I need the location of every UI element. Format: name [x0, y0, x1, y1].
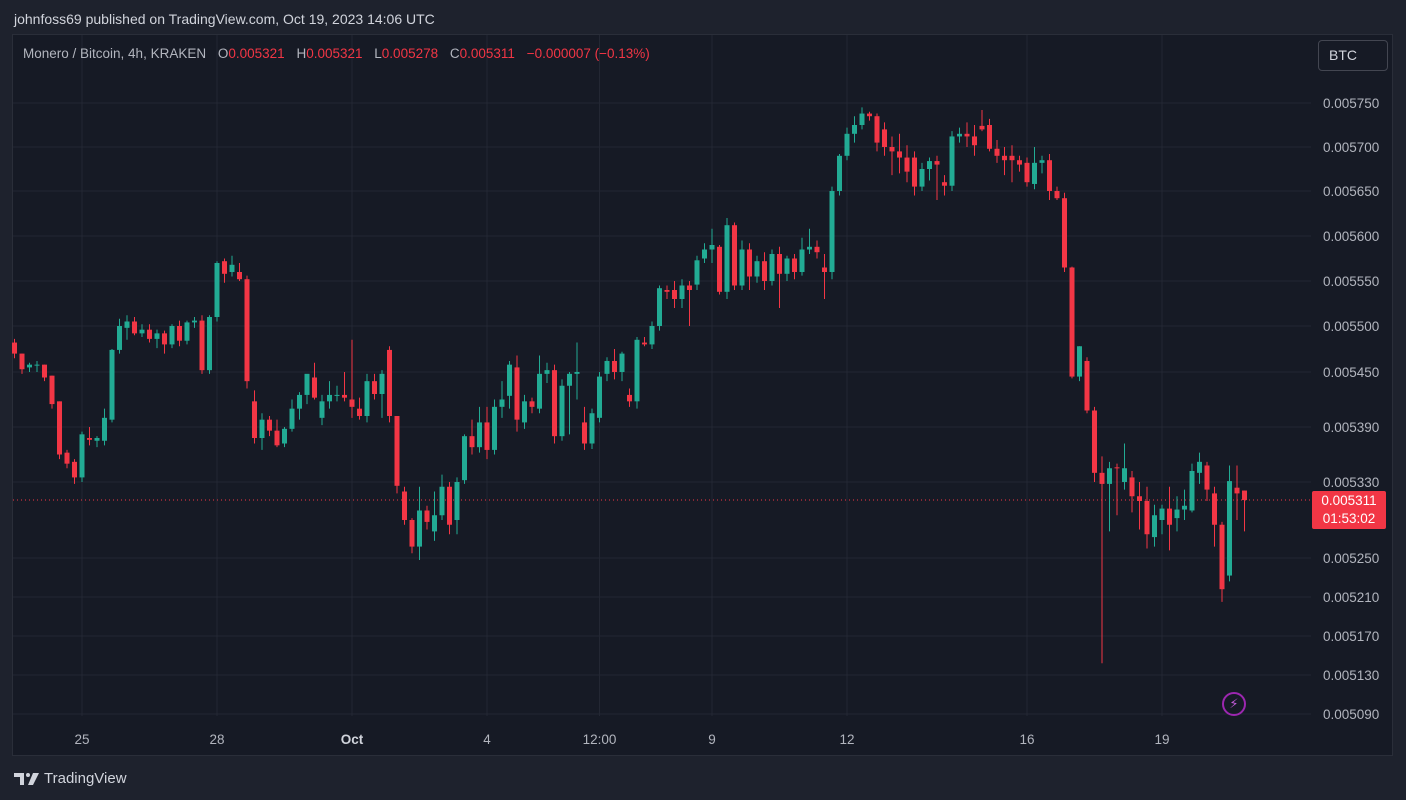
open-value: 0.005321: [228, 46, 285, 61]
high-label: H: [296, 46, 307, 61]
low-value: 0.005278: [381, 46, 439, 61]
last-price-tag: 0.005311 01:53:02: [1312, 491, 1386, 529]
change-value: −0.000007 (−0.13%): [526, 46, 650, 61]
open-label: O: [217, 46, 229, 61]
currency-button[interactable]: BTC: [1318, 40, 1388, 71]
high-value: 0.005321: [306, 46, 363, 61]
chart-frame[interactable]: [12, 34, 1393, 756]
lightning-icon[interactable]: ⚡: [1222, 692, 1246, 716]
symbol-label[interactable]: Monero / Bitcoin, 4h, KRAKEN: [23, 46, 207, 61]
low-label: L: [374, 46, 382, 61]
publisher-line: johnfoss69 published on TradingView.com,…: [14, 11, 435, 27]
brand-name: TradingView: [44, 770, 127, 787]
ohlc-legend: Monero / Bitcoin, 4h, KRAKEN O0.005321 H…: [23, 45, 650, 63]
bar-countdown: 01:53:02: [1322, 511, 1376, 526]
last-price-value: 0.005311: [1321, 493, 1377, 508]
close-value: 0.005311: [459, 46, 515, 61]
close-label: C: [449, 46, 460, 61]
tradingview-logo-icon: [14, 773, 39, 785]
brand[interactable]: TradingView: [14, 769, 127, 789]
